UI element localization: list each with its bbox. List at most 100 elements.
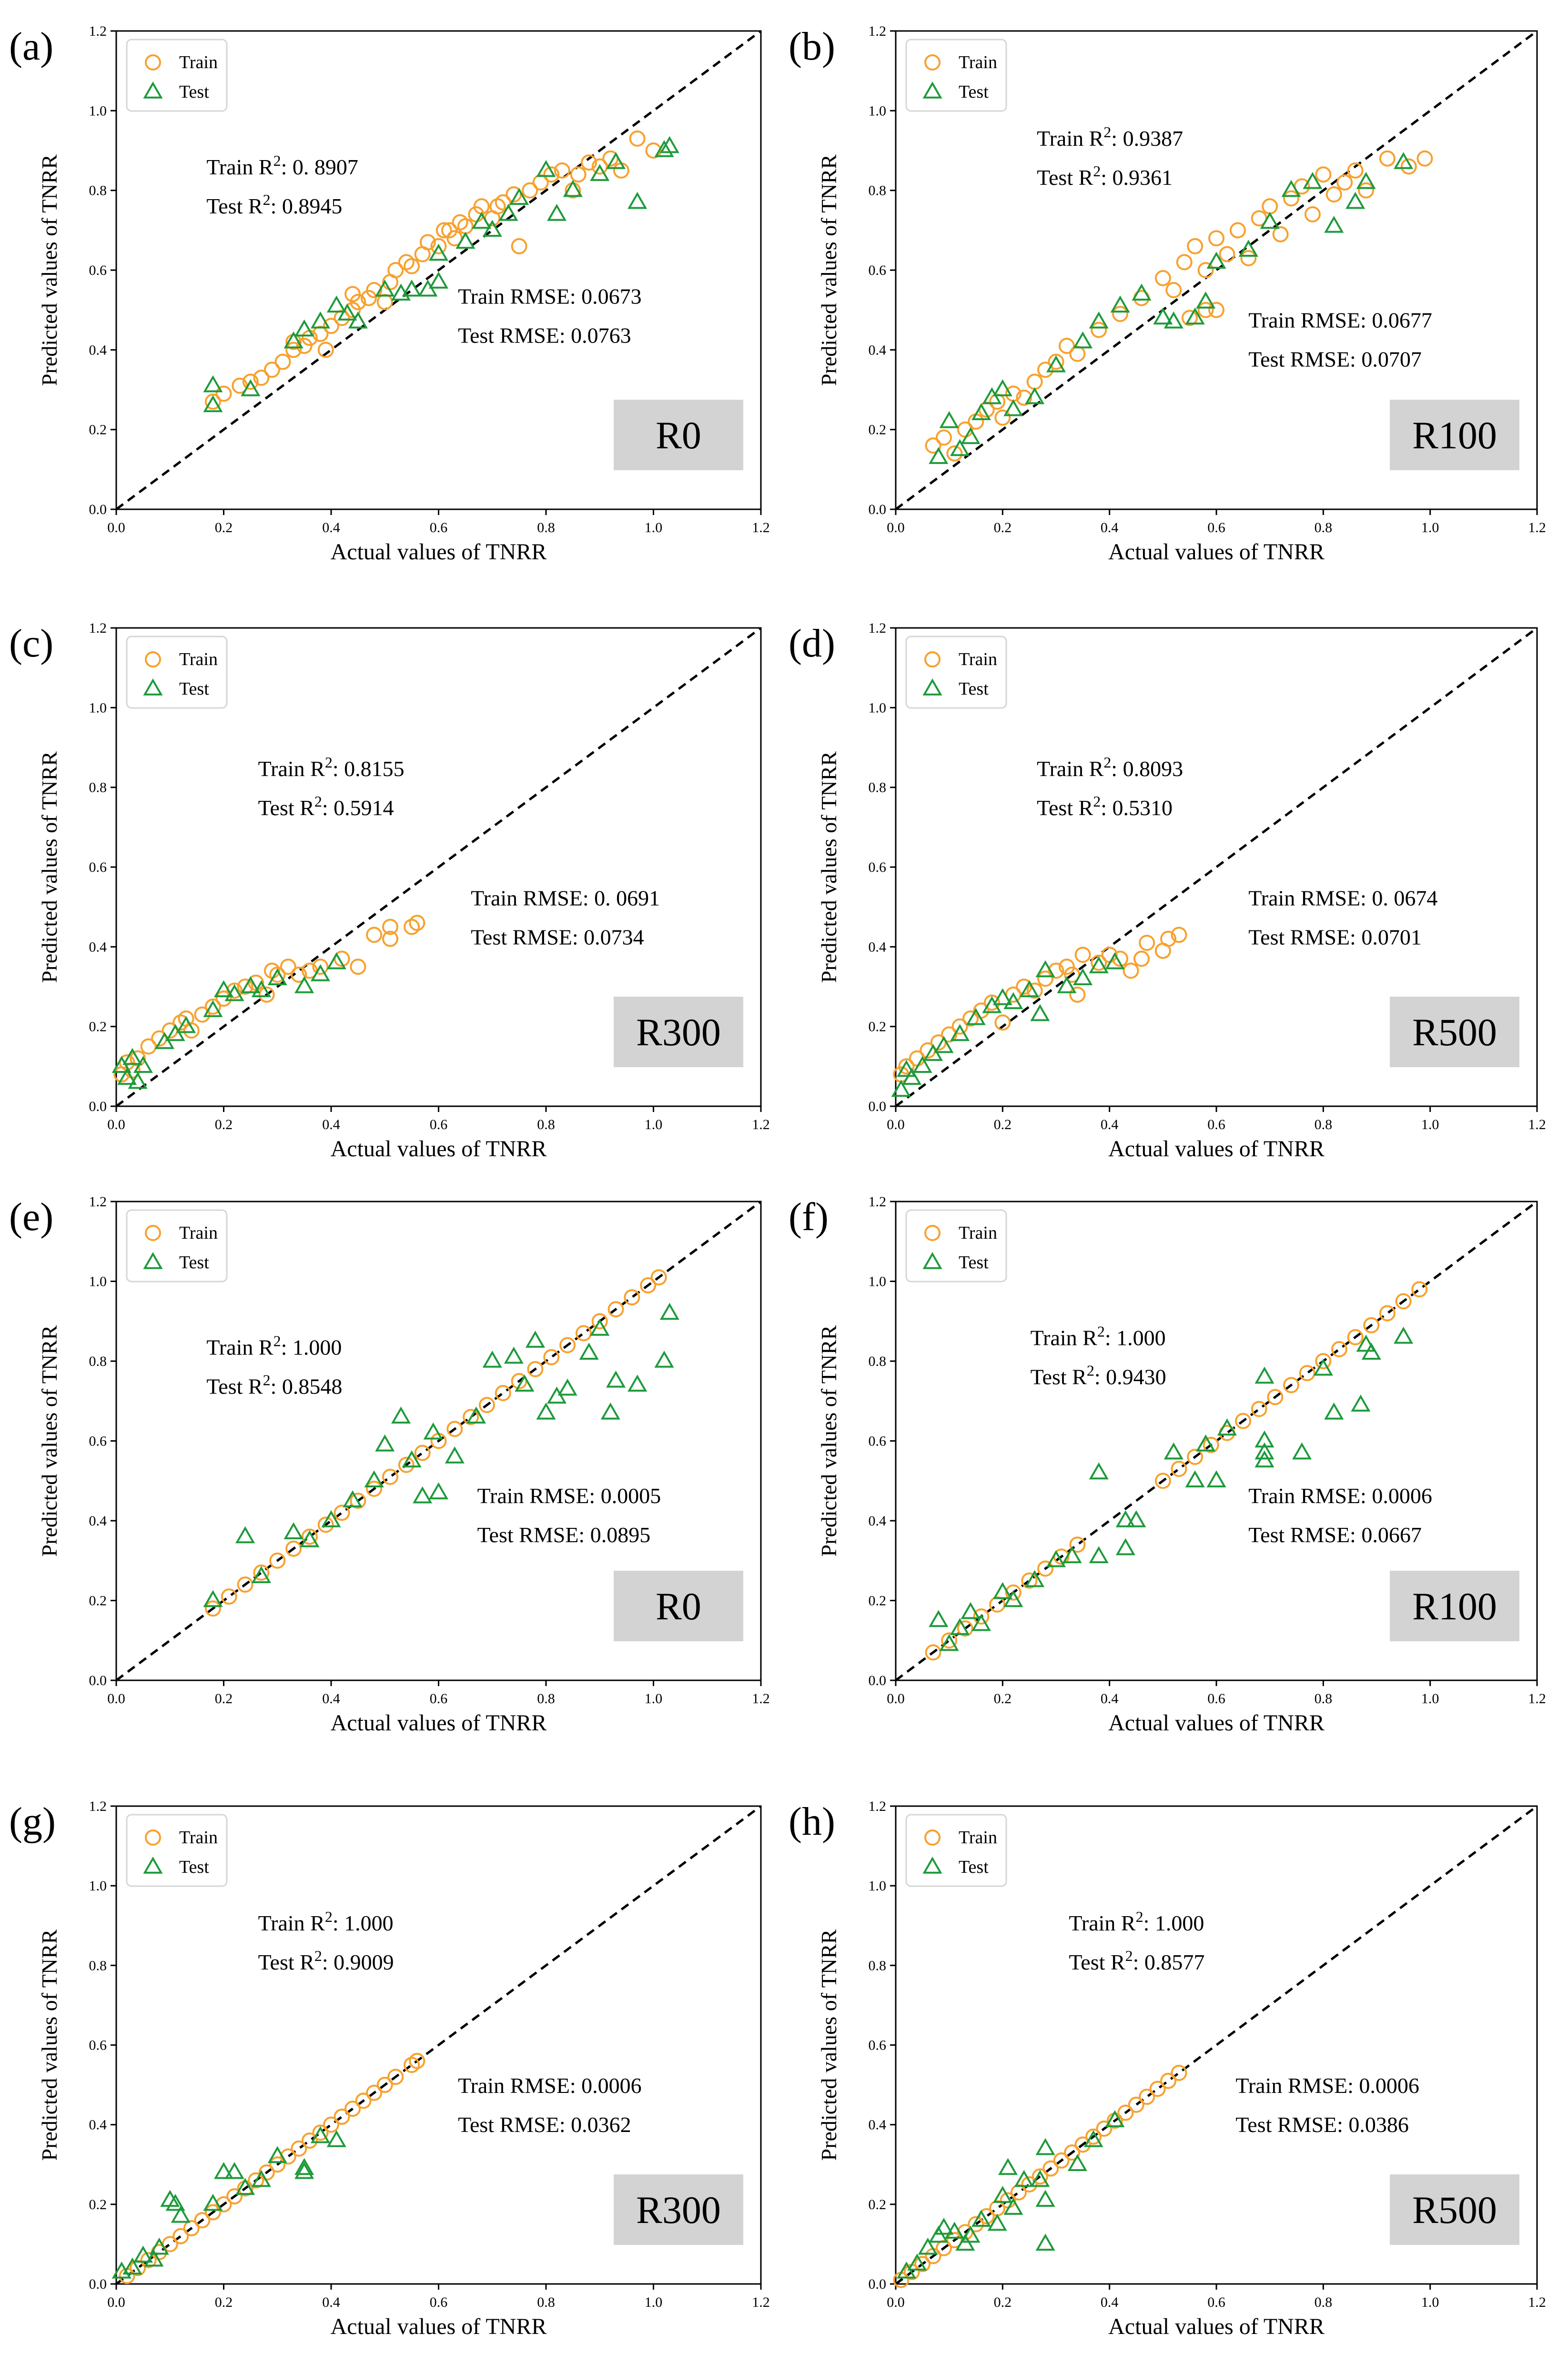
panel-label: (f) — [789, 1195, 829, 1239]
x-tick-label: 1.2 — [1528, 1117, 1546, 1132]
y-tick-label: 1.0 — [89, 103, 107, 119]
test-point — [294, 319, 314, 337]
test-point — [1019, 980, 1039, 998]
dataset-tag-box — [1390, 997, 1519, 1067]
x-axis-label: Actual values of TNRR — [1108, 1136, 1325, 1162]
test-point — [1035, 2190, 1055, 2207]
y-axis-label: Predicted values of TNRR — [817, 1929, 841, 2161]
x-tick-label: 0.4 — [1101, 1691, 1119, 1707]
x-tick-label: 1.0 — [1421, 520, 1439, 535]
train-point — [543, 166, 560, 183]
test-r2-annotation: Test R2: 0.9430 — [1031, 1362, 1166, 1389]
y-axis-label: Predicted values of TNRR — [817, 1325, 841, 1556]
x-axis-label: Actual values of TNRR — [331, 1136, 547, 1162]
train-point — [1347, 1329, 1364, 1345]
test-point — [939, 1634, 959, 1651]
train-point — [204, 394, 221, 410]
dataset-tag-label: R500 — [1412, 1010, 1497, 1054]
x-tick-label: 0.8 — [1315, 1691, 1333, 1707]
test-point — [122, 1048, 142, 1065]
test-point — [1126, 1510, 1146, 1527]
train-point — [463, 1409, 479, 1425]
train-point — [1379, 1305, 1396, 1322]
x-tick-label: 0.0 — [887, 520, 905, 535]
y-tick-label: 1.2 — [869, 23, 887, 39]
train-point — [435, 222, 452, 239]
train-r2-annotation: Train R2: 1.000 — [206, 1333, 342, 1360]
test-point — [557, 1378, 577, 1396]
x-tick-label: 0.2 — [215, 2294, 233, 2310]
test-point — [992, 1582, 1012, 1599]
test-point — [1073, 968, 1093, 985]
test-point — [1324, 1402, 1344, 1420]
train-point — [1176, 254, 1193, 271]
y-tick-label: 1.2 — [89, 23, 107, 39]
x-tick-label: 1.0 — [1421, 2294, 1439, 2310]
train-point — [1304, 206, 1321, 222]
legend-test-marker — [922, 1856, 942, 1874]
legend-box — [126, 39, 228, 112]
y-axis-label: Predicted values of TNRR — [37, 1325, 61, 1556]
x-tick-label: 0.6 — [430, 1117, 448, 1132]
train-point — [414, 1445, 431, 1461]
train-point — [1272, 226, 1289, 242]
y-axis-label: Predicted values of TNRR — [37, 751, 61, 983]
test-point — [1003, 992, 1023, 1010]
y-tick-label: 0.2 — [869, 422, 887, 438]
train-point — [1154, 270, 1171, 286]
legend-test-label: Test — [179, 82, 209, 102]
test-point — [1062, 1546, 1082, 1564]
y-tick-label: 0.2 — [869, 2197, 887, 2212]
y-tick-label: 0.6 — [869, 1434, 887, 1449]
train-point — [1267, 1389, 1284, 1405]
train-point — [935, 429, 952, 446]
y-tick-label: 0.0 — [869, 1099, 887, 1114]
test-point — [455, 232, 475, 249]
train-point — [1160, 2072, 1177, 2089]
test-point — [294, 2162, 314, 2179]
x-tick-label: 1.0 — [1421, 1691, 1439, 1707]
test-point — [402, 279, 422, 297]
train-point — [366, 282, 383, 298]
train-point — [285, 342, 302, 358]
test-point — [364, 1470, 384, 1487]
test-point — [1254, 1366, 1275, 1384]
legend-test-label: Test — [959, 679, 989, 699]
train-point — [398, 1456, 415, 1473]
train-point — [441, 222, 458, 239]
train-point — [1117, 2104, 1134, 2121]
test-point — [1356, 1334, 1376, 1352]
train-point — [968, 2216, 984, 2233]
train-point — [1315, 1353, 1332, 1369]
train-point — [645, 142, 662, 159]
x-tick-label: 0.4 — [1101, 520, 1119, 535]
test-point — [117, 1068, 137, 1085]
train-point — [489, 198, 506, 215]
x-tick-label: 0.6 — [1207, 1117, 1225, 1132]
train-point — [1021, 2176, 1038, 2193]
test-point — [1351, 1394, 1371, 1412]
test-point — [1394, 1326, 1414, 1344]
train-point — [994, 1014, 1011, 1031]
train-point — [280, 2148, 296, 2165]
test-point — [498, 203, 518, 221]
train-point — [291, 2140, 307, 2157]
test-point — [1254, 1442, 1275, 1460]
train-rmse-annotation: Train RMSE: 0.0673 — [458, 284, 642, 308]
train-r2-annotation: Train R2: 1.000 — [1031, 1323, 1166, 1350]
train-point — [1235, 1413, 1252, 1429]
test-point — [1003, 1590, 1023, 1607]
x-tick-label: 0.6 — [430, 2294, 448, 2310]
train-point — [1160, 930, 1177, 947]
x-tick-label: 0.8 — [537, 1691, 555, 1707]
train-point — [387, 2069, 404, 2085]
x-tick-label: 0.4 — [322, 1691, 340, 1707]
test-point — [428, 243, 449, 261]
train-rmse-annotation: Train RMSE: 0.0006 — [1248, 1484, 1432, 1508]
test-point — [1046, 355, 1066, 373]
train-point — [1091, 954, 1107, 971]
train-point — [1197, 302, 1214, 318]
x-tick-label: 1.2 — [1528, 520, 1546, 535]
x-tick-label: 0.4 — [322, 1117, 340, 1132]
train-point — [607, 1301, 624, 1318]
